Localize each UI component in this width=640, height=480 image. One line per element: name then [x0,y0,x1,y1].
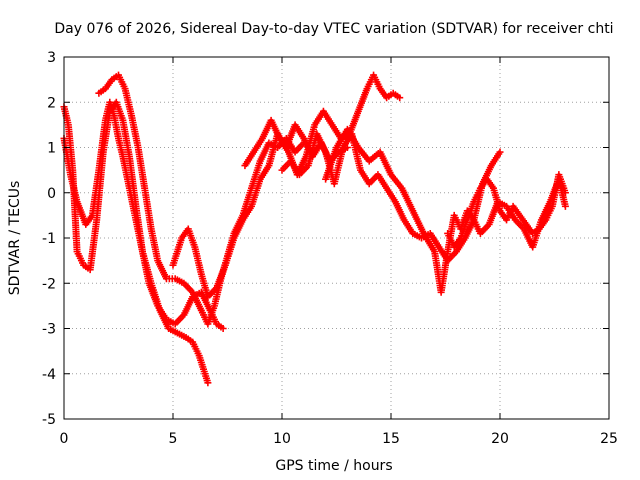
x-tick-label: 20 [491,431,509,447]
chart-title: Day 076 of 2026, Sidereal Day-to-day VTE… [54,21,613,37]
y-tick-label: -1 [42,231,56,247]
x-tick-labels: 0 5 10 15 20 25 [60,431,618,447]
y-tick-label: -3 [42,322,56,338]
y-tick-label: -2 [42,276,56,292]
y-tick-label: -4 [42,367,56,383]
data-point-markers [322,125,569,296]
x-axis-label: GPS time / hours [275,458,392,474]
y-tick-label: 3 [47,50,56,66]
axis-ticks [63,56,610,420]
series-track-8 [444,171,569,251]
series-track-7 [322,125,569,296]
x-tick-label: 0 [60,431,69,447]
x-tick-label: 10 [273,431,291,447]
y-tick-label: 0 [47,186,56,202]
data-point-markers [444,171,569,251]
x-tick-label: 25 [600,431,618,447]
y-axis-label: SDTVAR / TECUs [7,181,23,296]
x-tick-label: 15 [382,431,400,447]
y-tick-label: 1 [47,141,56,157]
x-tick-label: 5 [169,431,178,447]
y-tick-label: -5 [42,412,56,428]
y-tick-label: 2 [47,95,56,111]
y-tick-labels: 3 2 1 0 -1 -2 -3 -4 -5 [42,50,56,428]
